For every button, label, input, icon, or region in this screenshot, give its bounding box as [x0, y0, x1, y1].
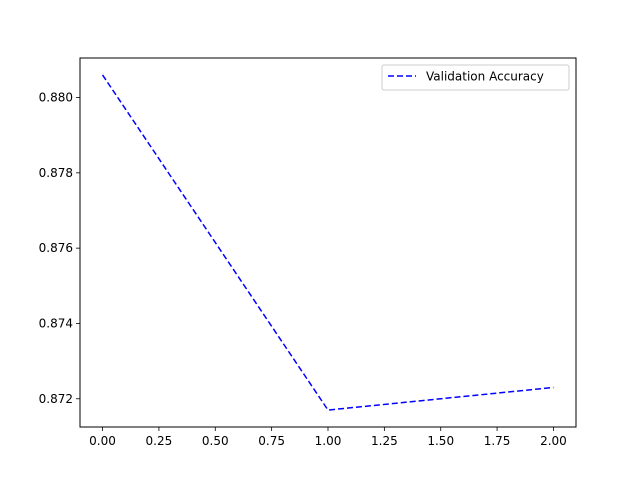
y-tick-label: 0.876 [39, 241, 73, 255]
series-layer [101, 74, 554, 411]
x-tick-label: 1.50 [427, 434, 454, 448]
x-tick-label: 0.25 [146, 434, 173, 448]
x-tick-label: 0.50 [202, 434, 229, 448]
x-tick-label: 1.75 [484, 434, 511, 448]
plot-area-frame [79, 57, 577, 428]
legend: Validation Accuracy [381, 64, 570, 91]
y-tick-label: 0.872 [39, 392, 73, 406]
x-tick-label: 1.00 [315, 434, 342, 448]
y-tick-label: 0.880 [39, 91, 73, 105]
x-tick-label: 0.75 [258, 434, 285, 448]
x-tick-label: 2.00 [540, 434, 567, 448]
x-tick-label: 1.25 [371, 434, 398, 448]
y-tick-label: 0.874 [39, 316, 73, 330]
legend-box [381, 64, 570, 91]
series-line-validation-accuracy [101, 74, 554, 411]
legend-label-validation-accuracy: Validation Accuracy [426, 70, 544, 84]
y-axis: 0.872 0.874 0.876 0.878 0.880 [39, 91, 80, 406]
x-axis: 0.00 0.25 0.50 0.75 1.00 1.25 1.50 1.75 2.00 [89, 427, 567, 448]
y-tick-label: 0.878 [39, 166, 73, 180]
x-tick-label: 0.00 [89, 434, 116, 448]
